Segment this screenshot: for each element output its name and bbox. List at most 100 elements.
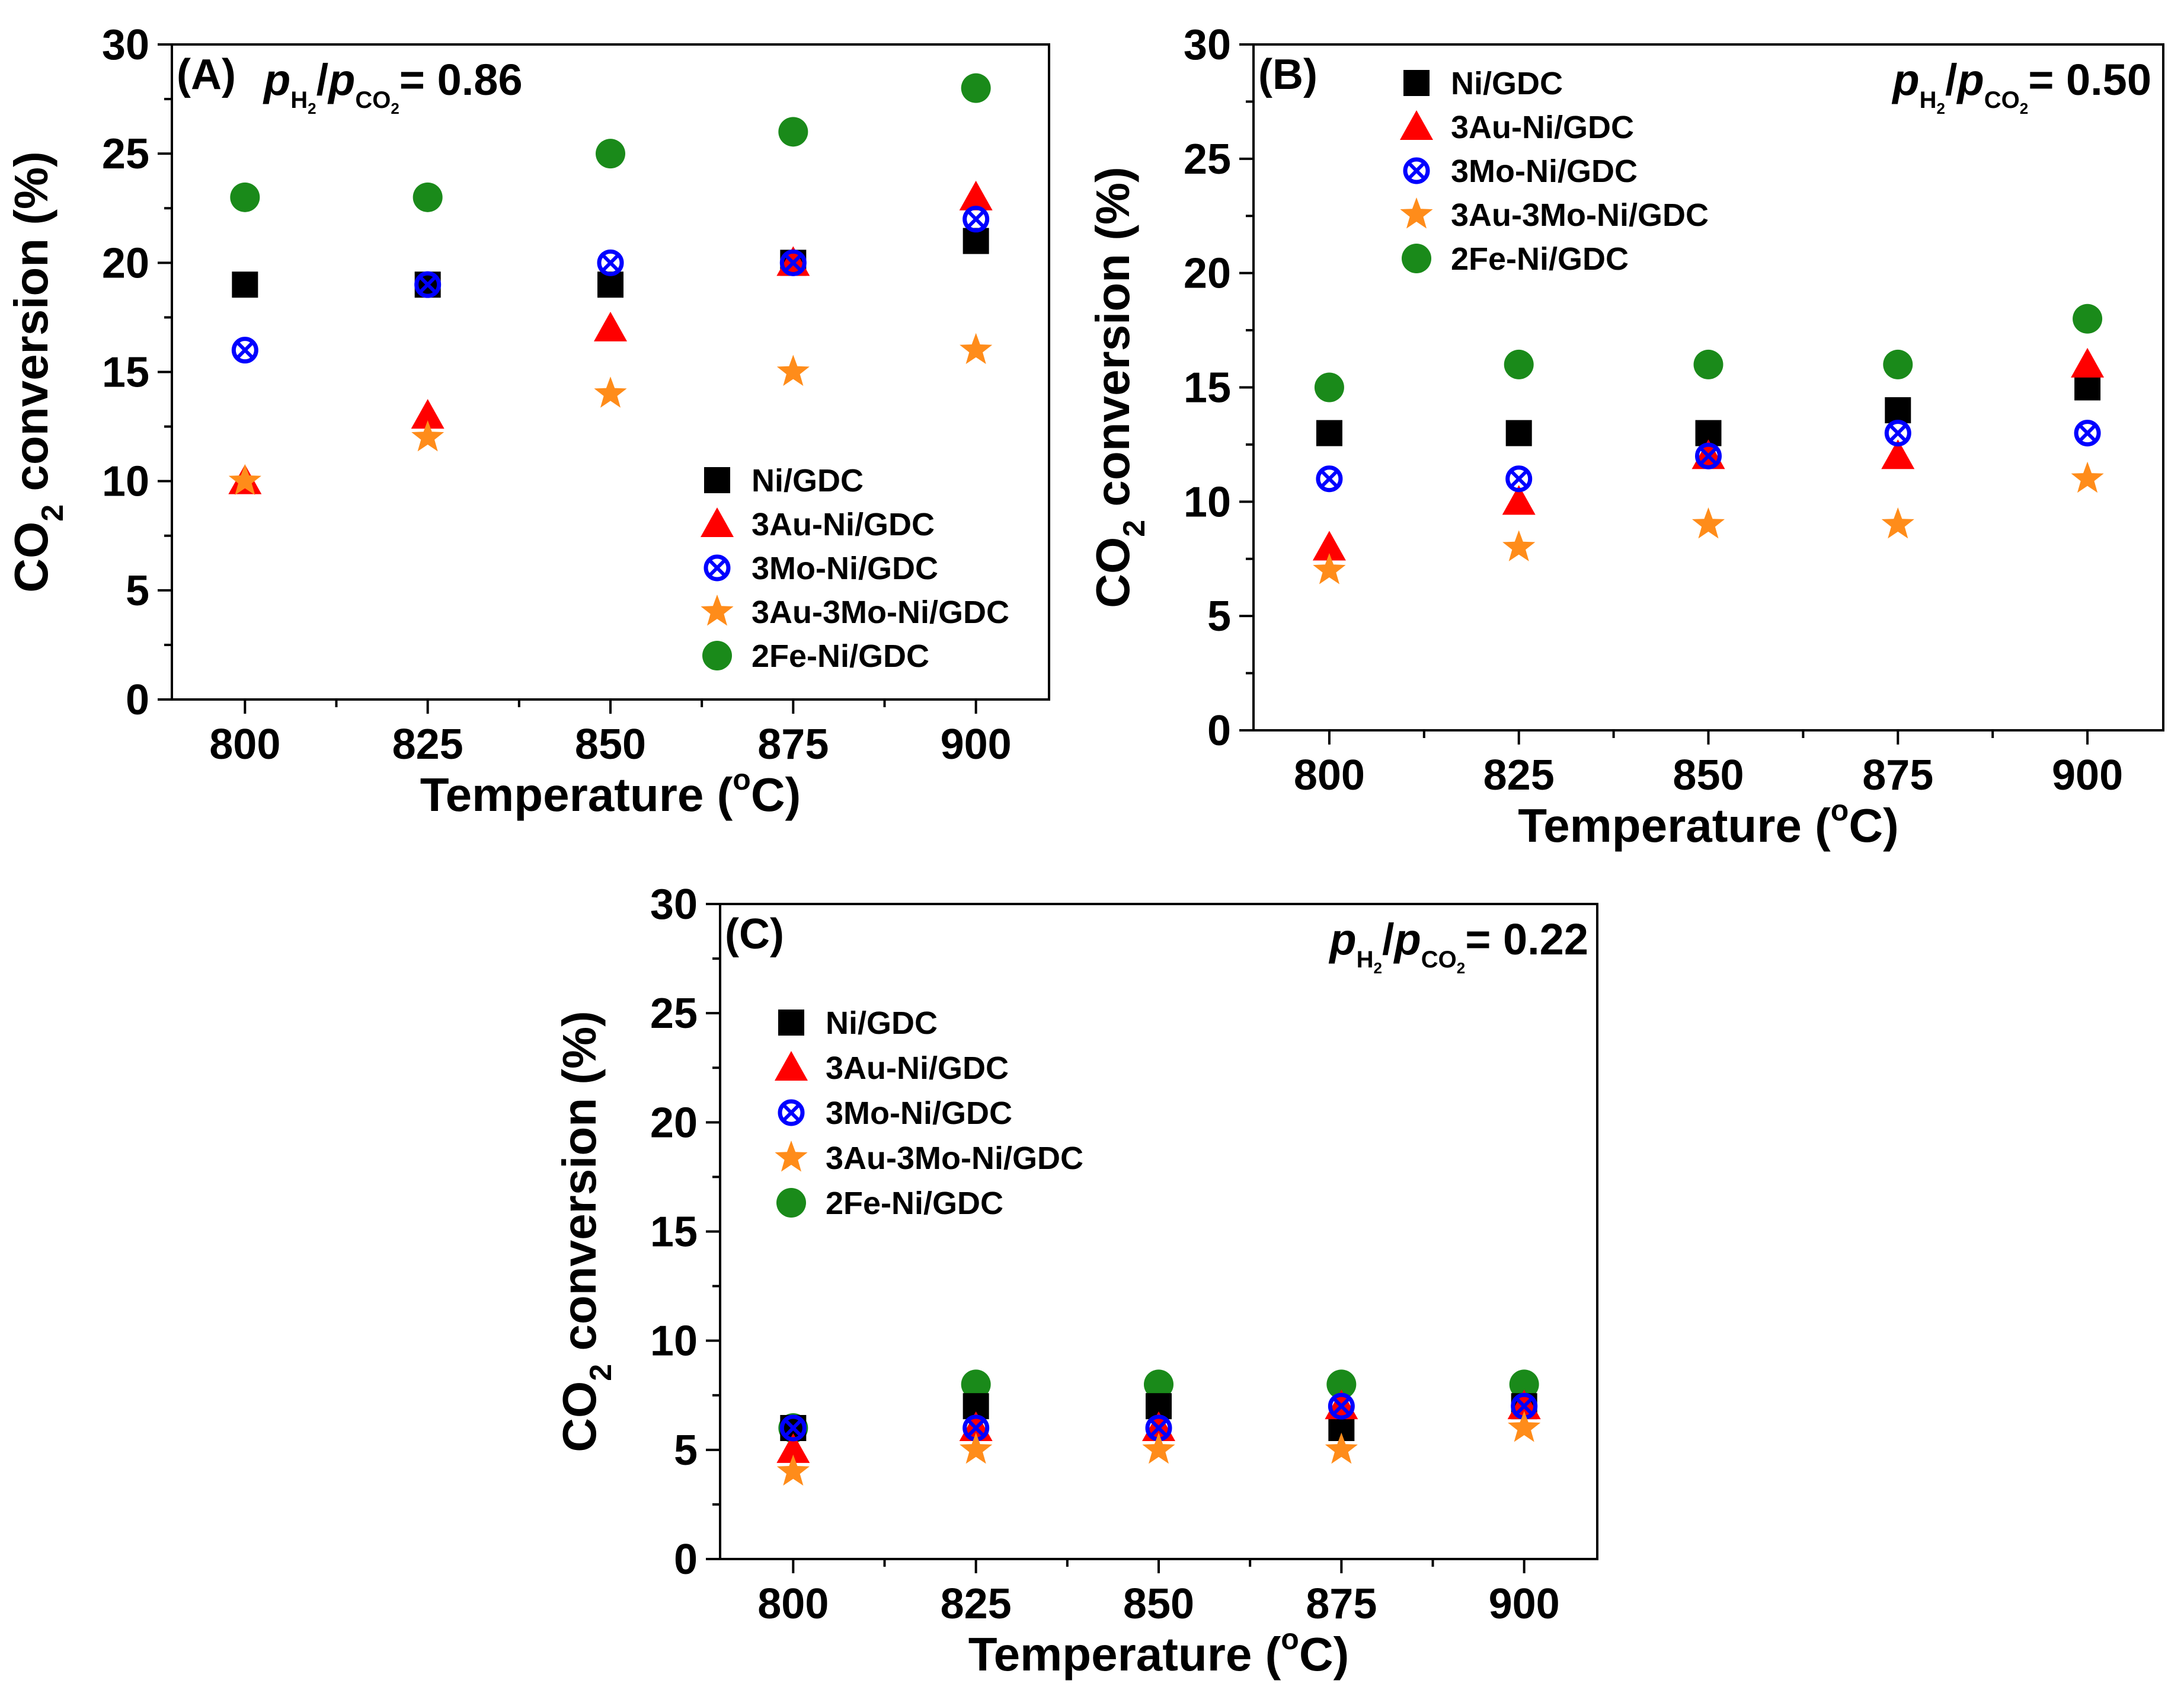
point-star	[1691, 507, 1725, 539]
point-star	[594, 376, 627, 408]
point-star-shape	[594, 376, 627, 408]
y-tick-label: 10	[102, 458, 149, 506]
x-tick-label: 850	[1123, 1580, 1194, 1628]
legend-marker-triangle	[775, 1051, 808, 1081]
panel-label: (B)	[1258, 51, 1318, 98]
point-circle	[1693, 349, 1723, 379]
legend-marker-crossed-circle	[778, 1099, 805, 1126]
point-crossed-circle	[231, 337, 258, 364]
plot-frame	[1252, 43, 2164, 731]
legend-label: 2Fe-Ni/GDC	[752, 638, 929, 674]
point-crossed-circle	[779, 1414, 807, 1442]
point-triangle-shape	[2071, 347, 2105, 378]
legend-marker-triangle	[701, 507, 734, 537]
point-crossed-circle-ring	[963, 206, 990, 233]
point-crossed-circle	[2074, 420, 2101, 447]
point-circle-shape	[1509, 1369, 1539, 1400]
pressure-ratio-label: pH2/pCO2= 0.50	[1891, 55, 2151, 117]
point-crossed-circle-cross-b	[967, 210, 985, 228]
point-circle-shape	[1326, 1369, 1357, 1400]
point-circle-shape	[961, 73, 991, 103]
point-circle	[230, 182, 260, 212]
point-square	[1505, 420, 1532, 446]
point-circle-shape	[596, 139, 625, 169]
point-star	[1502, 530, 1536, 561]
legend-marker-circle	[776, 1188, 806, 1218]
point-circle	[596, 139, 625, 169]
data-points	[1312, 304, 2105, 584]
ratio-h2-sub: 2	[1936, 100, 1945, 117]
point-crossed-circle-ring	[2074, 420, 2101, 447]
point-crossed-circle-ring	[231, 337, 258, 364]
point-circle-shape	[1693, 349, 1723, 379]
point-crossed-circle-cross-b	[601, 254, 620, 272]
point-square	[232, 271, 258, 298]
point-triangle-shape	[959, 180, 993, 210]
legend-marker-crossed-circle	[1403, 157, 1430, 184]
point-crossed-circle	[1884, 420, 1911, 447]
y-axis-title-co: CO	[553, 1381, 606, 1452]
point-crossed-circle-cross-b	[967, 1419, 985, 1438]
point-star-shape	[1502, 530, 1536, 561]
point-circle-shape	[1883, 349, 1913, 379]
point-circle-shape	[961, 1369, 991, 1400]
point-crossed-circle-cross-b	[1510, 469, 1528, 488]
legend-marker-square-shape	[778, 1010, 804, 1036]
point-triangle	[1502, 485, 1536, 515]
x-tick-label: 900	[2052, 752, 2123, 799]
point-triangle	[1881, 439, 1915, 469]
ratio-co2-sub: 2	[1457, 959, 1465, 977]
y-tick-label: 25	[650, 990, 698, 1037]
y-axis-title: CO2 conversion (%)	[1086, 167, 1152, 608]
point-star-shape	[411, 420, 445, 452]
point-star-shape	[1142, 1432, 1175, 1464]
point-star-shape	[1313, 553, 1346, 584]
legend-marker-circle-shape	[776, 1188, 806, 1218]
point-crossed-circle-cross-b	[2078, 424, 2097, 442]
ratio-p-h2: p	[1328, 915, 1356, 964]
point-star-shape	[2071, 461, 2104, 493]
x-axis-title-text: Temperature (	[420, 768, 733, 821]
point-triangle-shape	[411, 399, 445, 429]
point-crossed-circle-cross-b	[1515, 1397, 1533, 1416]
panel-label: (C)	[725, 911, 784, 958]
point-crossed-circle-ring	[1884, 420, 1911, 447]
x-axis-unit: C)	[751, 768, 801, 821]
legend-marker-circle	[1402, 244, 1431, 273]
ratio-h2-sub: 2	[308, 100, 316, 117]
y-axis-title-sub: 2	[584, 1364, 618, 1381]
point-square-shape	[232, 271, 258, 298]
legend-label: 3Au-Ni/GDC	[826, 1050, 1009, 1086]
legend-label: 2Fe-Ni/GDC	[826, 1186, 1003, 1221]
ratio-value: = 0.50	[2028, 55, 2151, 104]
point-square	[2074, 374, 2101, 401]
point-circle	[961, 73, 991, 103]
point-crossed-circle-ring	[1328, 1392, 1355, 1420]
y-tick-label: 5	[126, 567, 149, 615]
x-tick-label: 825	[941, 1580, 1012, 1628]
legend-marker-star-shape	[701, 595, 734, 626]
y-tick-label: 25	[1184, 136, 1231, 183]
legend: Ni/GDC 3Au-Ni/GDC 3Mo-Ni/GDC 3Au-3Mo-Ni/GDC…	[775, 1005, 1083, 1221]
x-tick-label: 850	[1673, 752, 1744, 799]
point-star	[1325, 1432, 1358, 1464]
x-tick-label: 875	[757, 721, 829, 768]
point-crossed-circle	[963, 206, 990, 233]
point-crossed-circle	[414, 271, 442, 298]
data-points	[776, 1369, 1541, 1486]
ratio-h2: H	[1920, 87, 1937, 113]
y-axis-title-co: CO	[5, 522, 57, 593]
point-crossed-circle	[1695, 442, 1722, 469]
x-axis-degree: o	[1281, 1622, 1299, 1656]
point-crossed-circle-ring	[597, 249, 624, 276]
point-triangle-shape	[1312, 531, 1346, 561]
y-tick-label: 20	[1184, 250, 1231, 298]
ratio-h2: H	[290, 87, 308, 113]
x-tick-label: 825	[1483, 752, 1555, 799]
legend-label: 3Mo-Ni/GDC	[752, 551, 938, 586]
point-crossed-circle-ring	[779, 249, 807, 276]
point-triangle-shape	[594, 311, 627, 341]
point-star	[1508, 1411, 1541, 1442]
legend-marker-star	[775, 1141, 808, 1172]
